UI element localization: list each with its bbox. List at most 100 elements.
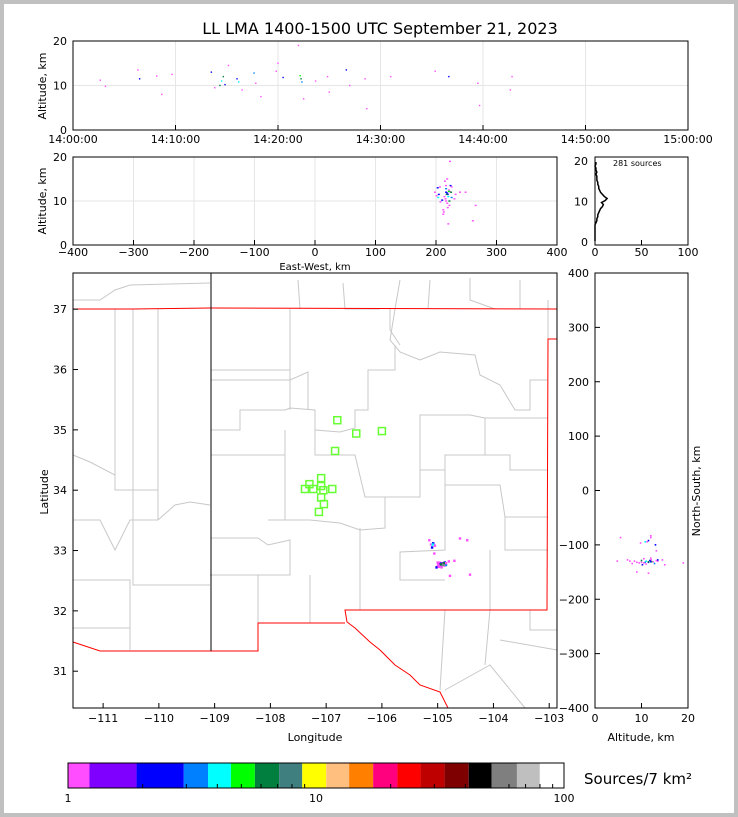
- station-marker: [300, 484, 310, 494]
- colorbar-segment: [302, 763, 327, 788]
- colorbar-segment: [183, 763, 209, 788]
- source-point: [260, 95, 262, 98]
- colorbar-segment: [136, 763, 184, 788]
- x-tick-label: 0: [592, 246, 599, 259]
- colorbar-segment: [491, 763, 517, 788]
- y-tick-label: 10: [53, 80, 67, 93]
- county-border: [444, 455, 548, 518]
- source-point: [447, 195, 450, 198]
- source-point: [433, 191, 436, 193]
- source-point: [299, 75, 301, 77]
- source-point: [300, 78, 302, 80]
- x-tick-label: −108: [255, 712, 285, 725]
- source-point: [638, 562, 640, 564]
- source-point: [478, 104, 481, 107]
- colorbar-label: Sources/7 km²: [584, 770, 692, 788]
- source-point: [227, 64, 230, 67]
- x-axis-label: East-West, km: [279, 262, 350, 273]
- source-point: [443, 564, 446, 567]
- source-point: [447, 189, 450, 191]
- colorbar-segment: [468, 763, 492, 788]
- source-point: [442, 562, 446, 565]
- x-tick-label: 14:30:00: [356, 133, 405, 146]
- county-border: [211, 371, 309, 410]
- county-border: [469, 278, 496, 310]
- altitude-histogram-line: [594, 162, 609, 241]
- source-point: [253, 72, 255, 74]
- source-point: [652, 560, 654, 563]
- source-point: [255, 82, 257, 84]
- x-tick-label: 100: [678, 246, 699, 259]
- source-point: [446, 178, 449, 180]
- source-point: [328, 91, 330, 93]
- source-point: [443, 195, 446, 198]
- source-point: [441, 199, 444, 201]
- county-border: [211, 309, 291, 371]
- source-point: [650, 536, 652, 539]
- x-tick-label: 0: [592, 712, 599, 725]
- y-tick-label: 100: [568, 430, 589, 443]
- source-point: [661, 559, 664, 561]
- county-border: [211, 430, 286, 456]
- colorbar-segment: [349, 763, 374, 788]
- figure-canvas: LL LMA 1400-1500 UTC September 21, 2023 …: [36, 19, 713, 805]
- y-tick-label: −200: [559, 593, 589, 606]
- source-point: [277, 62, 279, 64]
- ew-height-axes: [72, 156, 558, 246]
- colorbar-segment: [397, 763, 421, 788]
- county-border: [72, 454, 116, 490]
- county-border: [389, 309, 401, 346]
- county-border: [444, 664, 526, 709]
- x-tick-label: 300: [486, 246, 507, 259]
- x-tick-label: −107: [311, 712, 341, 725]
- station-marker: [316, 473, 326, 483]
- source-point: [650, 559, 653, 561]
- state-border: [73, 307, 558, 310]
- source-point: [464, 191, 467, 193]
- source-point: [645, 560, 647, 562]
- source-point: [302, 98, 305, 100]
- y-tick-label: 20: [574, 155, 588, 168]
- y-axis-label: Latitude: [38, 469, 51, 515]
- source-point: [432, 542, 435, 545]
- colorbar-segment: [230, 763, 255, 788]
- source-point: [450, 186, 453, 188]
- y-axis-label: North-South, km: [690, 446, 703, 537]
- source-point: [650, 560, 653, 563]
- station-marker: [319, 499, 329, 509]
- source-point: [301, 81, 303, 83]
- source-point: [440, 566, 443, 569]
- colorbar-segment: [68, 763, 90, 788]
- x-tick-label: −300: [118, 246, 148, 259]
- source-point: [437, 196, 440, 199]
- source-point: [647, 572, 650, 574]
- county-border: [504, 517, 548, 551]
- source-point: [458, 537, 462, 540]
- source-point: [474, 204, 477, 207]
- x-tick-label: 14:40:00: [458, 133, 507, 146]
- source-point: [647, 560, 650, 563]
- source-point: [644, 561, 647, 564]
- x-axis-label: Altitude, km: [607, 731, 674, 744]
- source-point: [468, 573, 472, 576]
- source-point: [643, 557, 645, 560]
- x-tick-label: −106: [367, 712, 397, 725]
- county-border: [499, 639, 558, 651]
- y-tick-label: 300: [568, 321, 589, 334]
- x-tick-label: 20: [681, 712, 695, 725]
- source-point: [448, 200, 451, 202]
- x-tick-label: 14:20:00: [253, 133, 302, 146]
- source-point: [214, 87, 216, 89]
- x-tick-label: 15:00:00: [663, 133, 712, 146]
- source-point: [466, 539, 469, 542]
- source-point: [447, 223, 450, 225]
- source-point: [345, 69, 348, 71]
- source-point: [448, 204, 451, 207]
- x-tick-label: −104: [478, 712, 508, 725]
- source-point: [220, 80, 223, 82]
- source-point: [222, 75, 225, 78]
- lma-figure: LL LMA 1400-1500 UTC September 21, 2023 …: [4, 4, 734, 813]
- x-tick-label: −109: [200, 712, 230, 725]
- source-point: [448, 574, 452, 578]
- colorbar: [67, 762, 565, 789]
